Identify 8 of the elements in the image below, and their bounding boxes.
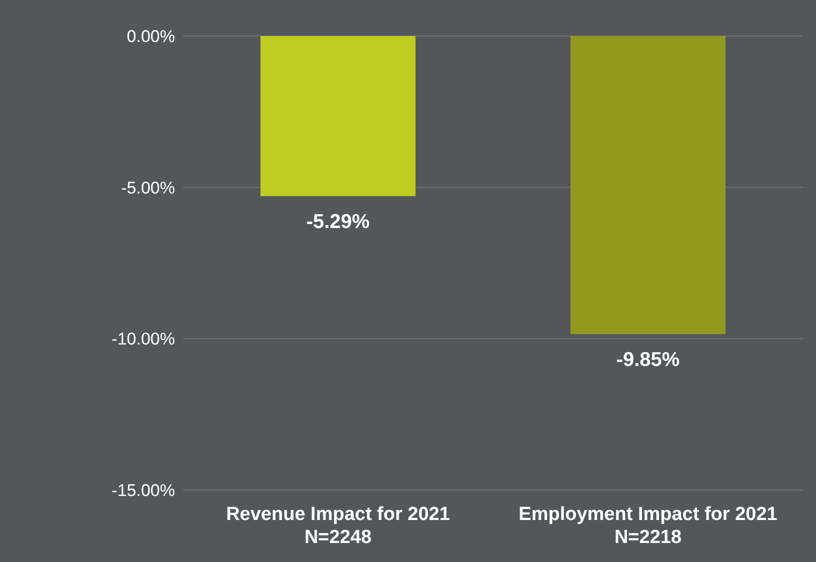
x-tick-label: Revenue Impact for 2021 N=2248 (226, 504, 450, 548)
y-tick-label: -5.00% (121, 178, 175, 198)
y-tick-label: -15.00% (112, 481, 175, 500)
data-label: -9.85% (616, 349, 680, 372)
y-tick-label: 0.00% (126, 27, 175, 46)
data-label: -5.29% (306, 211, 370, 234)
y-tick-label: -10.00% (112, 330, 175, 349)
x-tick-label: Employment Impact for 2021 N=2218 (518, 504, 778, 548)
